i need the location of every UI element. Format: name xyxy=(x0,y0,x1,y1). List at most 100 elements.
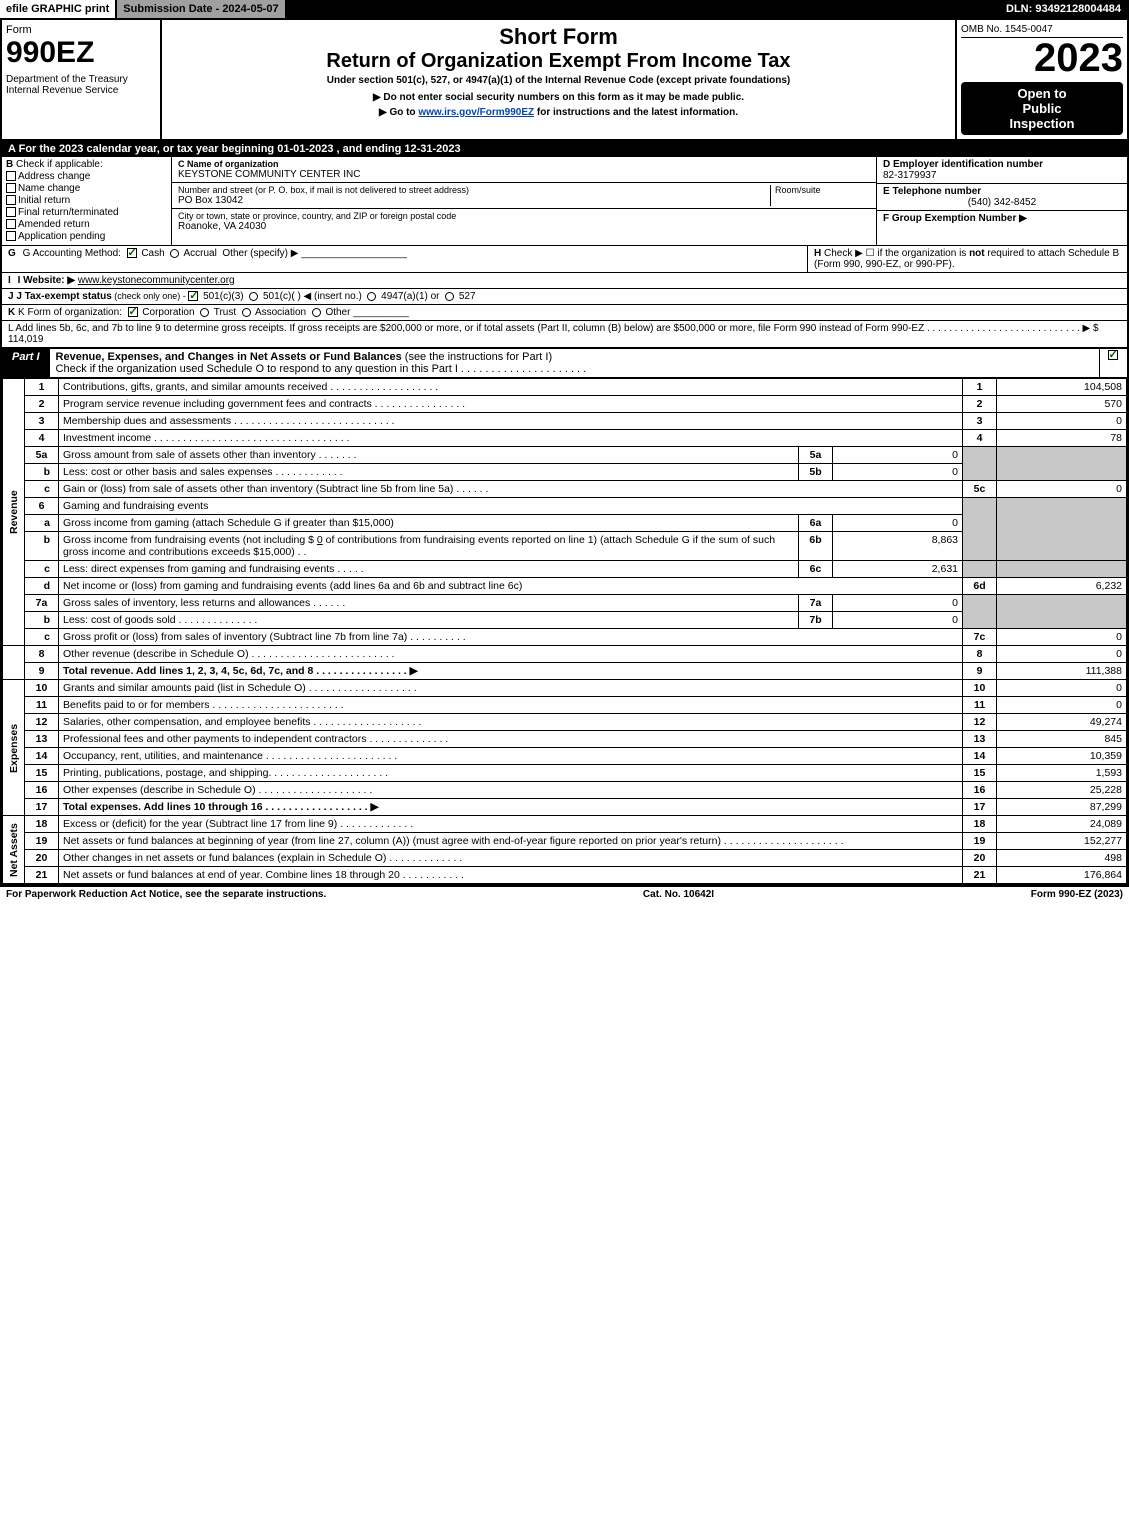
J-label: J Tax-exempt status xyxy=(16,291,111,302)
l7c-desc: Gross profit or (loss) from sales of inv… xyxy=(59,629,963,646)
l6-shade-r xyxy=(997,498,1127,561)
l4-desc: Investment income . . . . . . . . . . . … xyxy=(59,430,963,447)
E-label: E Telephone number xyxy=(883,186,981,197)
l21-rlbl: 21 xyxy=(963,867,997,884)
l6b-bv: 8,863 xyxy=(833,532,963,561)
l19-rlbl: 19 xyxy=(963,833,997,850)
l14-rval: 10,359 xyxy=(997,748,1127,765)
l6b-num: b xyxy=(25,532,59,561)
J-sub: (check only one) - xyxy=(112,291,189,301)
l6b-bl: 6b xyxy=(799,532,833,561)
l12-num: 12 xyxy=(25,714,59,731)
l13-rlbl: 13 xyxy=(963,731,997,748)
l5b-bv: 0 xyxy=(833,464,963,481)
chk-initial-return[interactable] xyxy=(6,195,16,205)
l7a-num: 7a xyxy=(25,595,59,612)
l6a-desc: Gross income from gaming (attach Schedul… xyxy=(59,515,799,532)
J-o1: 501(c)(3) xyxy=(203,291,244,302)
l6b-desc: Gross income from fundraising events (no… xyxy=(59,532,799,561)
part1-table: Revenue 1 Contributions, gifts, grants, … xyxy=(2,378,1127,884)
l8-num: 8 xyxy=(25,646,59,663)
l15-desc: Printing, publications, postage, and shi… xyxy=(59,765,963,782)
G-cash: Cash xyxy=(141,248,164,259)
l17-num: 17 xyxy=(25,799,59,816)
l13-num: 13 xyxy=(25,731,59,748)
l5b-desc: Less: cost or other basis and sales expe… xyxy=(59,464,799,481)
l12-rlbl: 12 xyxy=(963,714,997,731)
l6c-desc: Less: direct expenses from gaming and fu… xyxy=(59,561,799,578)
K-o2: Trust xyxy=(214,307,236,318)
l21-num: 21 xyxy=(25,867,59,884)
l19-desc: Net assets or fund balances at beginning… xyxy=(59,833,963,850)
chk-trust[interactable] xyxy=(200,308,209,317)
irs-link[interactable]: www.irs.gov/Form990EZ xyxy=(418,107,534,118)
L-value: 114,019 xyxy=(8,334,43,345)
chk-application-pending[interactable] xyxy=(6,231,16,241)
chk-schedule-o[interactable] xyxy=(1108,350,1118,360)
tax-year: 2023 xyxy=(961,38,1123,78)
vert-netassets: Net Assets xyxy=(3,816,25,884)
l17-rlbl: 17 xyxy=(963,799,997,816)
chk-association[interactable] xyxy=(242,308,251,317)
chk-address-change[interactable] xyxy=(6,171,16,181)
chk-4947[interactable] xyxy=(367,292,376,301)
chk-final-return[interactable] xyxy=(6,207,16,217)
form-word: Form xyxy=(6,24,156,36)
chk-501c3[interactable] xyxy=(188,291,198,301)
line-I: I I Website: ▶ www.keystonecommunitycent… xyxy=(2,273,1127,289)
short-form-title: Short Form xyxy=(168,24,949,50)
chk-corporation[interactable] xyxy=(128,307,138,317)
l6b-amt: 0 xyxy=(317,534,323,546)
l6c-bl: 6c xyxy=(799,561,833,578)
l1-rlbl: 1 xyxy=(963,379,997,396)
l8-rlbl: 8 xyxy=(963,646,997,663)
header-right: OMB No. 1545-0047 2023 Open to Public In… xyxy=(957,20,1127,139)
J-o3: 4947(a)(1) or xyxy=(381,291,439,302)
G-letter: G xyxy=(8,248,16,259)
chk-name-change[interactable] xyxy=(6,183,16,193)
line-J: J J Tax-exempt status (check only one) -… xyxy=(2,289,1127,305)
l11-num: 11 xyxy=(25,697,59,714)
l16-rval: 25,228 xyxy=(997,782,1127,799)
l18-num: 18 xyxy=(25,816,59,833)
org-name: KEYSTONE COMMUNITY CENTER INC xyxy=(178,169,870,180)
chk-accrual[interactable] xyxy=(170,249,179,258)
chk-amended-return[interactable] xyxy=(6,219,16,229)
open-line2: Public xyxy=(965,101,1119,116)
chk-initial-return-lbl: Initial return xyxy=(18,195,70,206)
part1-header: Part I Revenue, Expenses, and Changes in… xyxy=(2,347,1127,378)
l7c-rlbl: 7c xyxy=(963,629,997,646)
l5ab-shade-r xyxy=(997,447,1127,481)
header-center: Short Form Return of Organization Exempt… xyxy=(162,20,957,139)
ein-value: 82-3179937 xyxy=(883,170,936,181)
F-label: F Group Exemption Number ▶ xyxy=(883,213,1027,224)
org-street: PO Box 13042 xyxy=(178,195,770,206)
l15-rval: 1,593 xyxy=(997,765,1127,782)
l6b-pre: Gross income from fundraising events (no… xyxy=(63,534,317,546)
chk-other-org[interactable] xyxy=(312,308,321,317)
K-o3: Association xyxy=(255,307,306,318)
goto-note: ▶ Go to www.irs.gov/Form990EZ for instru… xyxy=(168,107,949,118)
website-value: www.keystonecommunitycenter.org xyxy=(78,275,235,286)
l6a-bv: 0 xyxy=(833,515,963,532)
l6c-bv: 2,631 xyxy=(833,561,963,578)
l5ab-shade-l xyxy=(963,447,997,481)
part1-title-text: Revenue, Expenses, and Changes in Net As… xyxy=(56,351,405,363)
l14-num: 14 xyxy=(25,748,59,765)
part1-check-line: Check if the organization used Schedule … xyxy=(56,363,587,375)
l19-num: 19 xyxy=(25,833,59,850)
chk-501c[interactable] xyxy=(249,292,258,301)
row-G-H: G G Accounting Method: Cash Accrual Othe… xyxy=(2,246,1127,273)
chk-527[interactable] xyxy=(445,292,454,301)
C-room-label: Room/suite xyxy=(775,185,870,195)
form-header: Form 990EZ Department of the Treasury In… xyxy=(2,20,1127,141)
chk-cash[interactable] xyxy=(127,248,137,258)
l7ab-shade-l xyxy=(963,595,997,629)
l6d-num: d xyxy=(25,578,59,595)
l16-num: 16 xyxy=(25,782,59,799)
J-o2: 501(c)( ) ◀ (insert no.) xyxy=(263,291,362,302)
J-o4: 527 xyxy=(459,291,476,302)
l12-rval: 49,274 xyxy=(997,714,1127,731)
G-other: Other (specify) ▶ xyxy=(222,248,298,259)
chk-name-change-lbl: Name change xyxy=(18,183,80,194)
